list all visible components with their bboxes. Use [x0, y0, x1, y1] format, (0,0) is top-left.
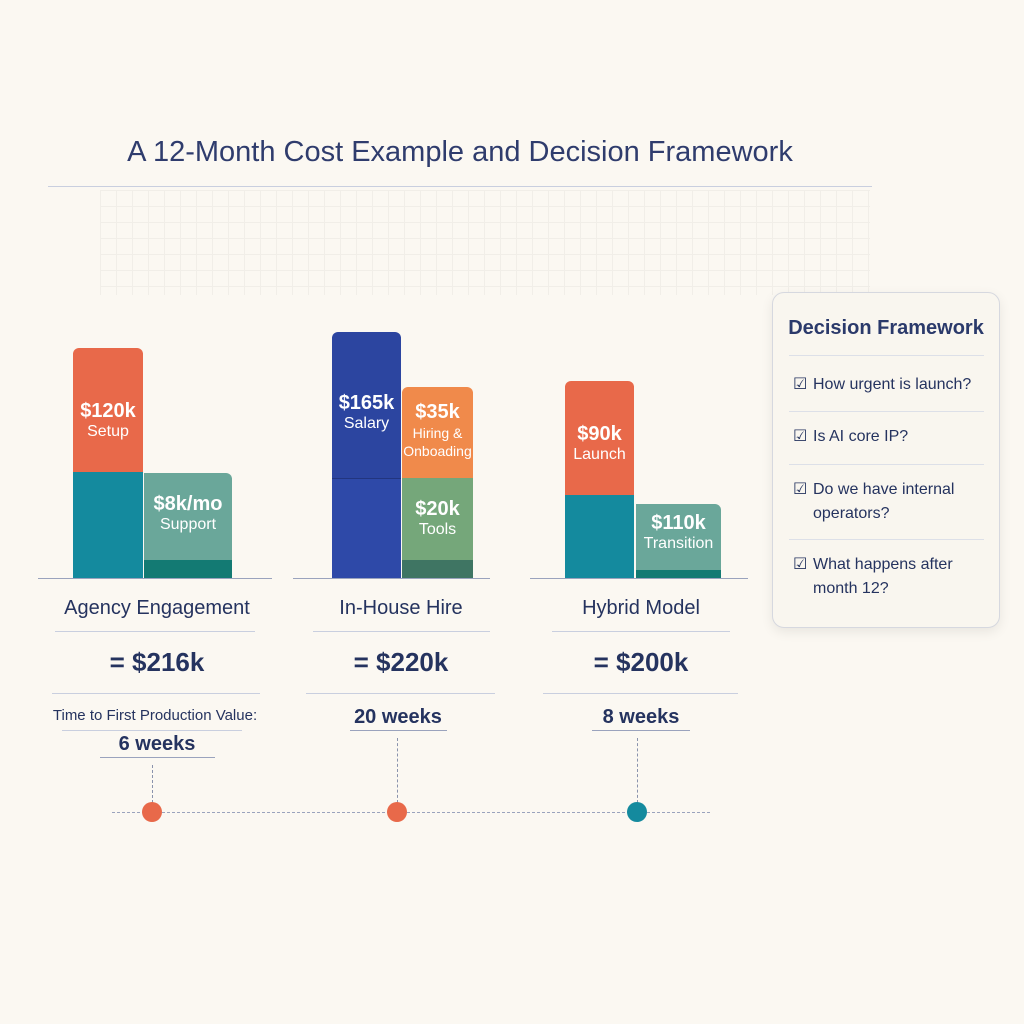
divider: [543, 693, 738, 694]
checkbox-checked-icon: ☑: [793, 481, 808, 498]
divider: [350, 730, 447, 731]
divider: [313, 631, 490, 632]
panel-title: Decision Framework: [788, 317, 984, 339]
baseline: [38, 578, 272, 579]
time-value: 20 weeks: [354, 706, 442, 728]
segment-value: $8k/mo: [153, 493, 223, 515]
divider: [592, 730, 690, 731]
divider: [789, 411, 984, 412]
title-divider: [48, 186, 872, 187]
segment-label: Tools: [418, 521, 457, 538]
checkbox-checked-icon: ☑: [793, 556, 808, 573]
framework-item: ☑ How urgent is launch?: [793, 373, 993, 397]
tools-base-segment: [402, 560, 473, 578]
baseline: [293, 578, 490, 579]
segment-label: Hiring & Onboading: [403, 425, 472, 459]
setup-base-segment: [73, 472, 143, 578]
segment-value: $20k: [415, 498, 460, 520]
time-value: 6 weeks: [118, 733, 196, 755]
divider: [55, 631, 255, 632]
divider: [789, 539, 984, 540]
time-label: Time to First Production Value:: [52, 707, 258, 724]
background-grid: [100, 190, 870, 295]
transition-base-segment: [636, 570, 721, 578]
timeline-marker: [387, 802, 407, 822]
item-text: What happens after month 12?: [813, 556, 953, 597]
segment-label: Transition: [643, 535, 714, 552]
segment-label: Support: [159, 516, 217, 533]
framework-item: ☑ Is AI core IP?: [793, 425, 993, 449]
tools-segment: $20k Tools: [402, 478, 473, 560]
divider: [306, 693, 495, 694]
timeline-marker: [627, 802, 647, 822]
item-text: Do we have internal operators?: [813, 481, 955, 522]
divider: [789, 464, 984, 465]
timeline-line: [112, 812, 710, 813]
page-title: A 12-Month Cost Example and Decision Fra…: [127, 136, 793, 168]
segment-label: Launch: [573, 446, 626, 463]
segment-label: Salary: [343, 415, 390, 432]
option-total: = $220k: [353, 647, 449, 677]
divider: [552, 631, 730, 632]
setup-segment: $120k Setup: [73, 348, 143, 472]
launch-segment: $90k Launch: [565, 381, 634, 495]
launch-base-segment: [565, 495, 634, 578]
option-total: = $216k: [109, 647, 205, 677]
hiring-segment: $35k Hiring & Onboading: [402, 387, 473, 478]
timeline-connector: [152, 765, 153, 803]
option-name: Hybrid Model: [582, 597, 700, 619]
checkbox-checked-icon: ☑: [793, 428, 808, 445]
option-name: In-House Hire: [339, 597, 463, 619]
divider: [52, 693, 260, 694]
support-segment: $8k/mo Support: [144, 473, 232, 560]
segment-label: Setup: [87, 423, 129, 440]
transition-segment: $110k Transition: [636, 504, 721, 570]
decision-framework-panel: Decision Framework ☑ How urgent is launch…: [772, 292, 1000, 628]
timeline-connector: [397, 738, 398, 803]
timeline-marker: [142, 802, 162, 822]
support-base-segment: [144, 560, 232, 578]
segment-value: $120k: [80, 400, 136, 422]
timeline-connector: [637, 738, 638, 803]
divider: [100, 757, 215, 758]
salary-segment: $165k Salary: [332, 332, 401, 478]
baseline: [530, 578, 748, 579]
framework-item: ☑ What happens after month 12?: [793, 553, 993, 601]
segment-value: $110k: [651, 512, 706, 534]
segment-value: $90k: [577, 423, 622, 445]
divider: [789, 355, 984, 356]
option-name: Agency Engagement: [64, 597, 250, 619]
salary-base-segment: [332, 478, 401, 578]
time-value: 8 weeks: [602, 706, 680, 728]
option-total: = $200k: [593, 647, 689, 677]
framework-item: ☑ Do we have internal operators?: [793, 478, 993, 526]
item-text: Is AI core IP?: [813, 428, 909, 445]
divider: [62, 730, 242, 731]
segment-value: $165k: [338, 392, 395, 414]
segment-value: $35k: [415, 401, 460, 423]
checkbox-checked-icon: ☑: [793, 376, 808, 393]
item-text: How urgent is launch?: [813, 376, 972, 393]
